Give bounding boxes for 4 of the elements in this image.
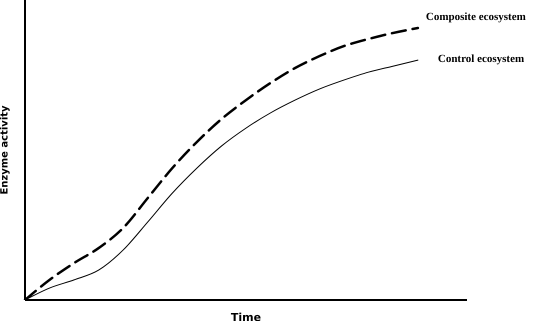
- y-axis-title: Enzyme activity: [0, 104, 11, 195]
- x-axis-title: Time: [230, 311, 262, 321]
- series-label: Composite ecosystem: [426, 11, 526, 24]
- series-label: Control ecosystem: [438, 53, 524, 66]
